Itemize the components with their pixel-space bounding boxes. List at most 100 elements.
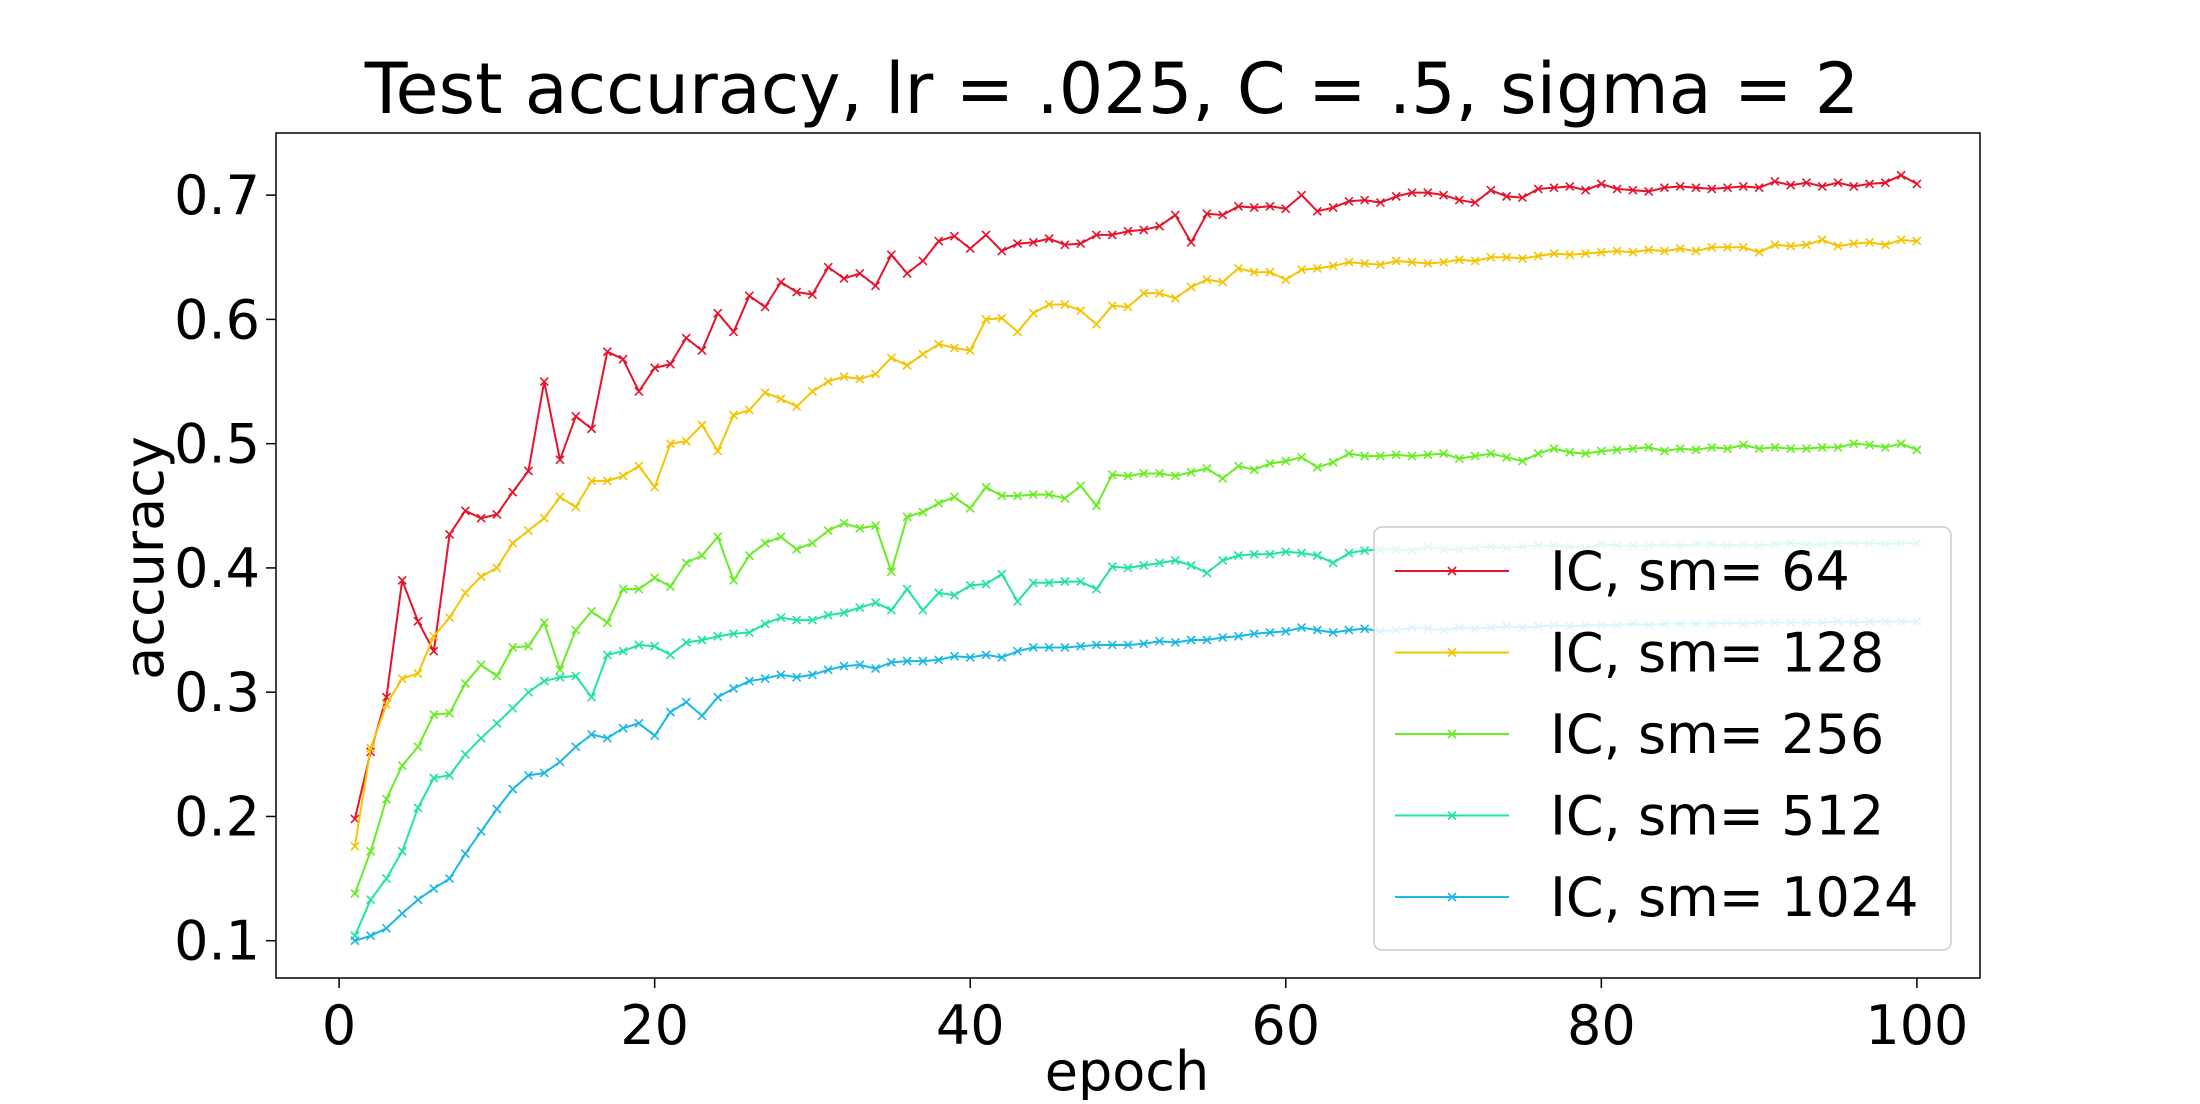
data-point-marker [1896, 170, 1906, 180]
data-point-marker [1659, 246, 1670, 256]
data-point-marker [366, 846, 376, 856]
data-point-marker [1202, 209, 1212, 219]
data-point-marker [681, 697, 691, 707]
data-point-marker [1012, 491, 1023, 501]
series-lines [350, 170, 1922, 946]
data-point-marker [681, 637, 691, 648]
data-point-marker [1091, 584, 1102, 594]
data-point-marker [1076, 481, 1086, 491]
data-point-marker [1139, 468, 1149, 479]
x-tick-label: 80 [1567, 994, 1636, 1057]
data-point-marker [460, 588, 470, 598]
data-point-marker [681, 558, 691, 568]
data-point-marker [1849, 439, 1859, 449]
data-point-marker [1707, 184, 1717, 194]
data-point-marker [886, 353, 896, 363]
data-point-marker [1391, 450, 1401, 460]
data-point-marker [650, 573, 660, 583]
legend-label: IC, sm= 1024 [1550, 866, 1919, 929]
data-point-marker [1139, 560, 1149, 571]
data-point-marker [949, 343, 960, 353]
data-point-marker [1170, 555, 1180, 566]
data-point-marker [949, 651, 960, 661]
data-point-marker [1186, 282, 1196, 292]
data-point-marker [1644, 245, 1654, 255]
data-point-marker [1076, 239, 1086, 249]
x-tick-label: 100 [1865, 994, 1968, 1057]
data-point-marker [1028, 490, 1038, 500]
data-point-marker [350, 841, 360, 851]
data-point-marker [1170, 210, 1180, 220]
data-point-marker [444, 770, 455, 781]
data-point-marker [1296, 623, 1307, 633]
data-point-marker [1817, 181, 1827, 191]
data-point-marker [413, 895, 423, 905]
data-point-marker [1281, 547, 1291, 557]
data-point-marker [1028, 578, 1038, 588]
data-point-marker [429, 773, 439, 783]
legend-entry: IC, sm= 256 [1395, 703, 1884, 766]
data-point-marker [713, 631, 723, 641]
data-point-marker [1722, 242, 1733, 252]
data-point-marker [776, 670, 786, 680]
data-point-marker [1549, 248, 1559, 259]
data-point-marker [965, 345, 975, 356]
data-point-marker [1028, 237, 1038, 247]
data-point-marker [1628, 444, 1638, 454]
data-point-marker [1344, 548, 1354, 558]
data-point-marker [1423, 188, 1433, 198]
data-point-marker [1186, 467, 1196, 477]
data-point-marker [1691, 246, 1701, 256]
data-point-marker [1312, 462, 1322, 472]
y-axis-label: accuracy [113, 436, 176, 680]
data-point-marker [523, 526, 534, 536]
data-point-marker [870, 598, 881, 608]
x-tick-label: 60 [1251, 994, 1320, 1057]
data-point-marker [823, 610, 833, 620]
data-point-marker [1912, 236, 1922, 246]
data-point-marker [807, 538, 818, 548]
data-point-marker [1281, 626, 1291, 636]
data-point-marker [760, 673, 770, 684]
data-point-marker [508, 703, 518, 713]
data-point-marker [776, 277, 786, 287]
data-point-marker [1864, 440, 1875, 450]
data-point-marker [492, 718, 502, 728]
data-point-marker [539, 768, 549, 778]
data-point-marker [1801, 444, 1812, 454]
data-point-marker [1012, 596, 1023, 607]
data-point-marker [697, 345, 707, 356]
data-point-marker [602, 733, 612, 743]
data-point-marker [1754, 444, 1764, 454]
data-point-marker [1012, 327, 1023, 337]
data-point-marker [997, 491, 1007, 501]
data-point-marker [444, 874, 455, 884]
data-point-marker [1612, 184, 1622, 194]
y-tick-label: 0.5 [174, 413, 260, 476]
data-point-marker [1391, 256, 1401, 266]
data-point-marker [460, 749, 470, 759]
data-point-marker [381, 700, 392, 710]
data-point-marker [1044, 490, 1054, 500]
legend-marker [1447, 892, 1457, 902]
data-point-marker [1154, 288, 1165, 298]
data-point-marker [1786, 180, 1796, 190]
data-point-marker [1344, 257, 1354, 267]
data-point-marker [934, 339, 944, 349]
data-point-marker [665, 439, 676, 449]
data-point-marker [1675, 444, 1685, 454]
data-point-marker [665, 707, 676, 717]
data-point-marker [965, 244, 975, 254]
data-point-marker [1312, 550, 1322, 561]
data-point-marker [949, 231, 960, 241]
data-point-marker [444, 613, 455, 623]
data-point-marker [1502, 191, 1512, 201]
data-point-marker [492, 509, 502, 520]
data-point-marker [1675, 181, 1685, 191]
series-3 [350, 439, 1922, 899]
data-point-marker [539, 676, 549, 686]
data-point-marker [1707, 242, 1717, 252]
data-point-marker [855, 660, 865, 670]
data-point-marker [1786, 444, 1796, 454]
data-point-marker [918, 605, 928, 615]
